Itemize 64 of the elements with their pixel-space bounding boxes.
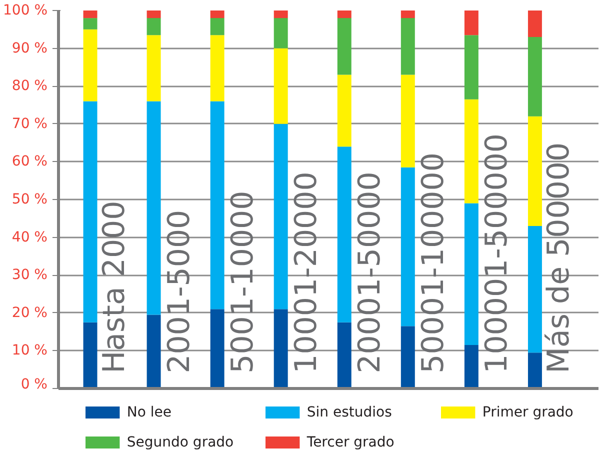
bar [210,10,224,18]
bar [83,322,98,388]
bar [274,309,288,388]
bar [210,101,224,310]
y-tick-label: 90 % [12,40,48,56]
y-tick-label: 30 % [12,267,48,284]
bar [274,10,288,18]
x-tick-label: 20001-50000 [352,172,388,374]
bar [210,309,224,388]
bar [146,35,161,102]
bar [274,18,288,48]
x-tick-label: 10001-20000 [288,172,324,374]
bar [400,167,415,326]
bar [528,10,542,37]
bar [146,101,161,315]
x-tick-label: 5001-10000 [225,190,260,374]
x-tick-label: Más de 500000 [542,142,577,374]
bar [528,36,542,116]
bar [464,35,478,100]
bar [337,322,352,388]
bar [400,10,415,18]
bar [337,146,352,322]
y-tick-label: 80 % [12,78,48,94]
bar [83,18,98,30]
y-tick-label: 60 % [12,154,48,170]
y-tick-label: 10 % [12,342,48,359]
bar [400,74,415,168]
legend-label: No lee [126,404,172,420]
bar [337,74,352,147]
bar [210,35,224,102]
bar [83,29,98,102]
x-tick-label: 50001-100000 [416,152,452,374]
x-tick-label: 100001-500000 [480,134,515,374]
bar [400,18,415,75]
x-tick-label: Hasta 2000 [96,200,132,374]
bar [464,10,478,36]
legend-label: Primer grado [482,404,574,420]
y-tick-label: 40 % [12,229,48,246]
y-tick-label: 50 % [12,192,48,208]
bar [210,18,224,36]
bar [337,10,352,18]
bar [337,18,352,75]
bar [464,99,478,204]
y-tick-label: 20 % [12,304,48,321]
x-tick-label: 2001-5000 [162,210,197,374]
legend-label: Sin estudios [306,404,392,420]
legend-label: Segundo grado [126,434,234,450]
bar [528,116,542,226]
y-tick-label: 100 % [3,2,48,18]
legend-label: Tercer grado [306,434,394,450]
bar [528,352,542,388]
bar [83,10,98,18]
y-tick-label: 0 % [20,376,48,392]
bar [83,101,98,322]
bar [528,226,542,353]
bar [146,18,161,36]
bar [464,345,478,388]
bar [400,326,415,388]
bar [464,203,478,346]
bar [274,48,288,124]
bar [146,10,161,18]
bar [146,314,161,388]
y-tick-label: 70 % [12,116,48,132]
bar [274,124,288,310]
